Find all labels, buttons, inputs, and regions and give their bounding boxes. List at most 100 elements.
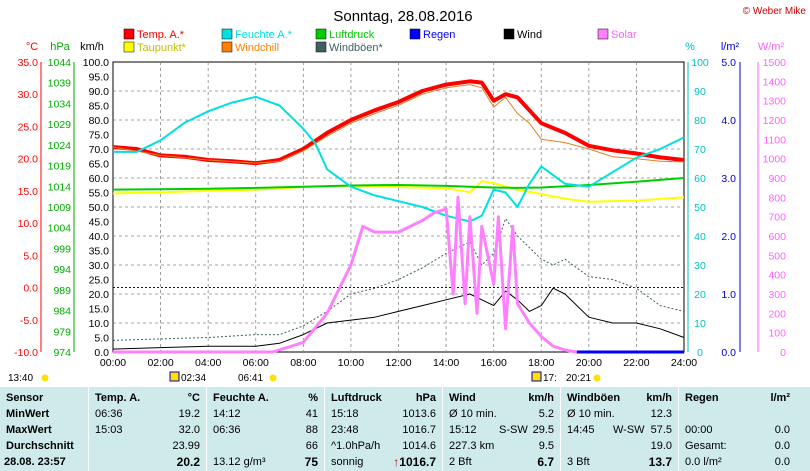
wind-axis-tick: 30.0 xyxy=(89,260,110,272)
solar-axis-tick: 0 xyxy=(780,347,786,359)
copyright: © Weber Mike xyxy=(743,6,807,17)
rain-axis-tick: 3.0 xyxy=(721,173,736,185)
solar-axis-tick: 900 xyxy=(768,173,786,185)
temp-current: 20.2 xyxy=(176,455,200,469)
hdr-gust: Windböen xyxy=(567,392,621,404)
wind-axis-tick: 55.0 xyxy=(89,188,110,200)
hum-min: 41 xyxy=(305,408,318,420)
rain-axis-tick: 0.0 xyxy=(721,347,736,359)
series-line xyxy=(113,95,685,223)
stats-col-rain: Regen l/m² 00:00 0.0 Gesamt: 0.0 0.0 l/m² 0.… xyxy=(679,387,796,471)
hum-axis-tick: 60 xyxy=(694,173,706,185)
x-axis-tick: 02:00 xyxy=(147,357,173,369)
hdr-hum-unit: % xyxy=(308,392,318,404)
press-axis-tick: 979 xyxy=(53,326,71,338)
press-axis-tick: 984 xyxy=(53,306,71,318)
hum-axis-tick: 70 xyxy=(694,144,706,156)
temp-axis-tick: 20.0 xyxy=(18,154,39,166)
hdr-wind: Wind xyxy=(449,392,476,404)
axis-unit-label: W/m² xyxy=(758,41,785,53)
gust-max: 57.5 xyxy=(650,424,672,436)
wind-axis-tick: 0.0 xyxy=(94,347,109,359)
legend-swatch xyxy=(503,28,515,40)
wind-axis-tick: 15.0 xyxy=(89,304,110,316)
temp-axis-tick: 25.0 xyxy=(18,121,39,133)
rain-total-label: Gesamt: xyxy=(685,440,727,452)
solar-axis-tick: 1100 xyxy=(763,134,786,146)
gust-max-direction: W-SW xyxy=(613,424,645,436)
solar-axis-tick: 700 xyxy=(768,212,786,224)
legend-swatch xyxy=(123,41,135,53)
legend-swatch xyxy=(409,28,421,40)
row-max-label: MaxWert xyxy=(6,424,52,436)
press-axis-tick: 1004 xyxy=(48,223,72,235)
rain-current: 0.0 l/m² xyxy=(685,456,722,468)
press-min: 1013.6 xyxy=(402,408,436,420)
wind-avg: 9.5 xyxy=(538,440,554,452)
series-line xyxy=(112,84,685,164)
legend-label: Regen xyxy=(423,29,455,41)
press-current: 1016.7 xyxy=(399,455,436,469)
wind-axis-tick: 10.0 xyxy=(89,318,110,330)
stats-col-wind: Wind km/h Ø 10 min. 5.2 15:12 S-SW 29.5 227.… xyxy=(443,387,560,471)
rain-value: 0.0 xyxy=(774,424,790,436)
sun-icon xyxy=(41,374,49,382)
x-axis-tick: 22:00 xyxy=(623,357,649,369)
sun-times: 13:40 02:34 06:41 17: 20:21 xyxy=(8,371,601,384)
hdr-wind-unit: km/h xyxy=(528,392,554,404)
stats-table: Sensor MinWert MaxWert Durchschnitt 28.0… xyxy=(0,387,810,471)
legend-swatch xyxy=(315,41,327,53)
gust-avg10: 12.3 xyxy=(650,408,672,420)
temp-min-time: 06:36 xyxy=(95,408,123,420)
gust-avg10-label: Ø 10 min. xyxy=(567,408,615,420)
legend-label: Temp. A.* xyxy=(137,29,185,41)
wind-run: 227.3 km xyxy=(449,440,495,452)
temp-max-time: 15:03 xyxy=(95,424,123,436)
wind-axis-tick: 5.0 xyxy=(94,333,109,345)
hum-axis-tick: 0 xyxy=(697,347,703,359)
legend-label: Windchill xyxy=(235,42,279,54)
press-max-time: 23:48 xyxy=(331,424,359,436)
temp-axis-tick: 35.0 xyxy=(18,57,39,69)
x-axis-tick: 18:00 xyxy=(528,357,554,369)
wind-axis-tick: 60.0 xyxy=(89,173,110,185)
series-line xyxy=(112,180,685,203)
hum-axis-tick: 10 xyxy=(694,318,706,330)
wind-max-time: 15:12 xyxy=(449,424,477,436)
gust-beaufort: 3 Bft xyxy=(567,456,590,468)
wind-avg10: 5.2 xyxy=(538,408,554,420)
weather-chart: Sonntag, 28.08.2016 © Weber Mike Temp. A… xyxy=(8,6,807,384)
wind-axis-tick: 40.0 xyxy=(89,231,110,243)
legend: Temp. A.* Feuchte A.* Luftdruck Regen Wind So… xyxy=(123,28,637,54)
stats-col-temp: Temp. A. °C 06:36 19.2 15:03 32.0 23.99 20.… xyxy=(89,387,206,471)
solar-axis-tick: 200 xyxy=(768,308,786,320)
wind-max: 29.5 xyxy=(532,424,554,436)
axis-unit-label: km/h xyxy=(80,41,104,53)
press-axis-tick: 1009 xyxy=(48,202,72,214)
hdr-sensor: Sensor xyxy=(6,392,44,404)
legend-swatch xyxy=(123,28,135,40)
x-axis-tick: 00:00 xyxy=(100,357,126,369)
plot-area xyxy=(112,79,685,354)
press-axis-tick: 1039 xyxy=(48,78,72,90)
hdr-rain: Regen xyxy=(685,392,719,404)
x-axis-tick: 10:00 xyxy=(338,357,364,369)
stats-col-sensor: Sensor MinWert MaxWert Durchschnitt 28.0… xyxy=(0,387,88,471)
gust-avg: 19.0 xyxy=(650,440,672,452)
temp-min: 19.2 xyxy=(178,408,200,420)
legend-label: Wind xyxy=(517,29,542,41)
hum-max-time: 06:36 xyxy=(213,424,241,436)
wind-axis-tick: 25.0 xyxy=(89,275,110,287)
stats-col-gust: Windböen km/h Ø 10 min. 12.3 14:45 W-SW 57.5… xyxy=(561,387,678,471)
temp-avg: 23.99 xyxy=(172,440,200,452)
solar-axis-tick: 800 xyxy=(768,192,786,204)
sunset-time: 20:21 xyxy=(566,373,591,384)
wind-axis-tick: 70.0 xyxy=(89,144,110,156)
hdr-hum: Feuchte A. xyxy=(213,392,269,404)
x-axis-tick: 16:00 xyxy=(481,357,507,369)
temp-axis-tick: -10.0 xyxy=(14,347,38,359)
rain-axis-tick: 1.0 xyxy=(721,289,736,301)
wind-axis-tick: 80.0 xyxy=(89,115,110,127)
solar-axis-tick: 1500 xyxy=(763,57,787,69)
